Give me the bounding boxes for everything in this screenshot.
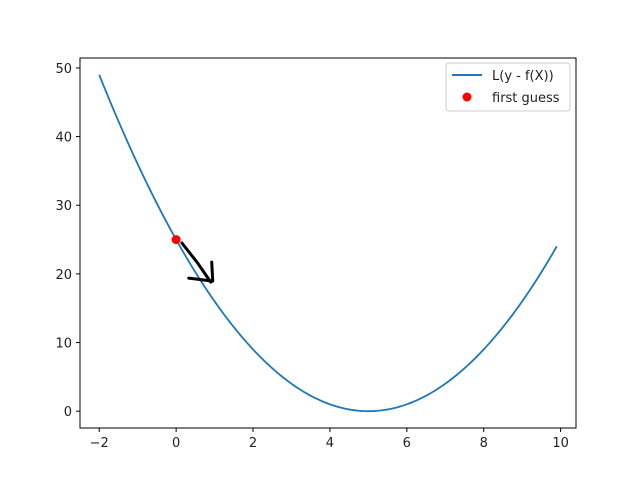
x-axis: −2 0 2 4 6 8 10 — [90, 428, 569, 451]
x-tick-label: 10 — [552, 436, 569, 451]
x-tick-label: −2 — [90, 436, 109, 451]
arrow-annotation-head — [187, 260, 215, 283]
plot-frame — [79, 57, 577, 429]
x-tick-label: 0 — [172, 436, 180, 451]
first-guess-point — [171, 235, 181, 245]
legend: L(y - f(X)) first guess — [445, 62, 571, 112]
x-tick-label: 6 — [403, 436, 411, 451]
legend-label-first-guess: first guess — [492, 91, 560, 106]
y-tick-label: 40 — [55, 131, 72, 146]
x-tick-label: 2 — [249, 436, 257, 451]
annotation-layer — [180, 241, 215, 284]
y-tick-label: 10 — [55, 337, 72, 352]
x-tick-label: 8 — [480, 436, 488, 451]
legend-point-swatch — [462, 92, 472, 102]
plot-area — [80, 58, 576, 428]
legend-label-loss: L(y - f(X)) — [492, 69, 554, 84]
y-tick-label: 0 — [64, 405, 72, 420]
y-axis: 0 10 20 30 40 50 — [55, 62, 80, 420]
y-tick-label: 50 — [55, 62, 72, 77]
y-tick-label: 30 — [55, 199, 72, 214]
arrow-annotation-shaft — [180, 241, 213, 284]
series-layer — [98, 74, 558, 413]
x-tick-label: 4 — [326, 436, 334, 451]
y-tick-label: 20 — [55, 268, 72, 283]
